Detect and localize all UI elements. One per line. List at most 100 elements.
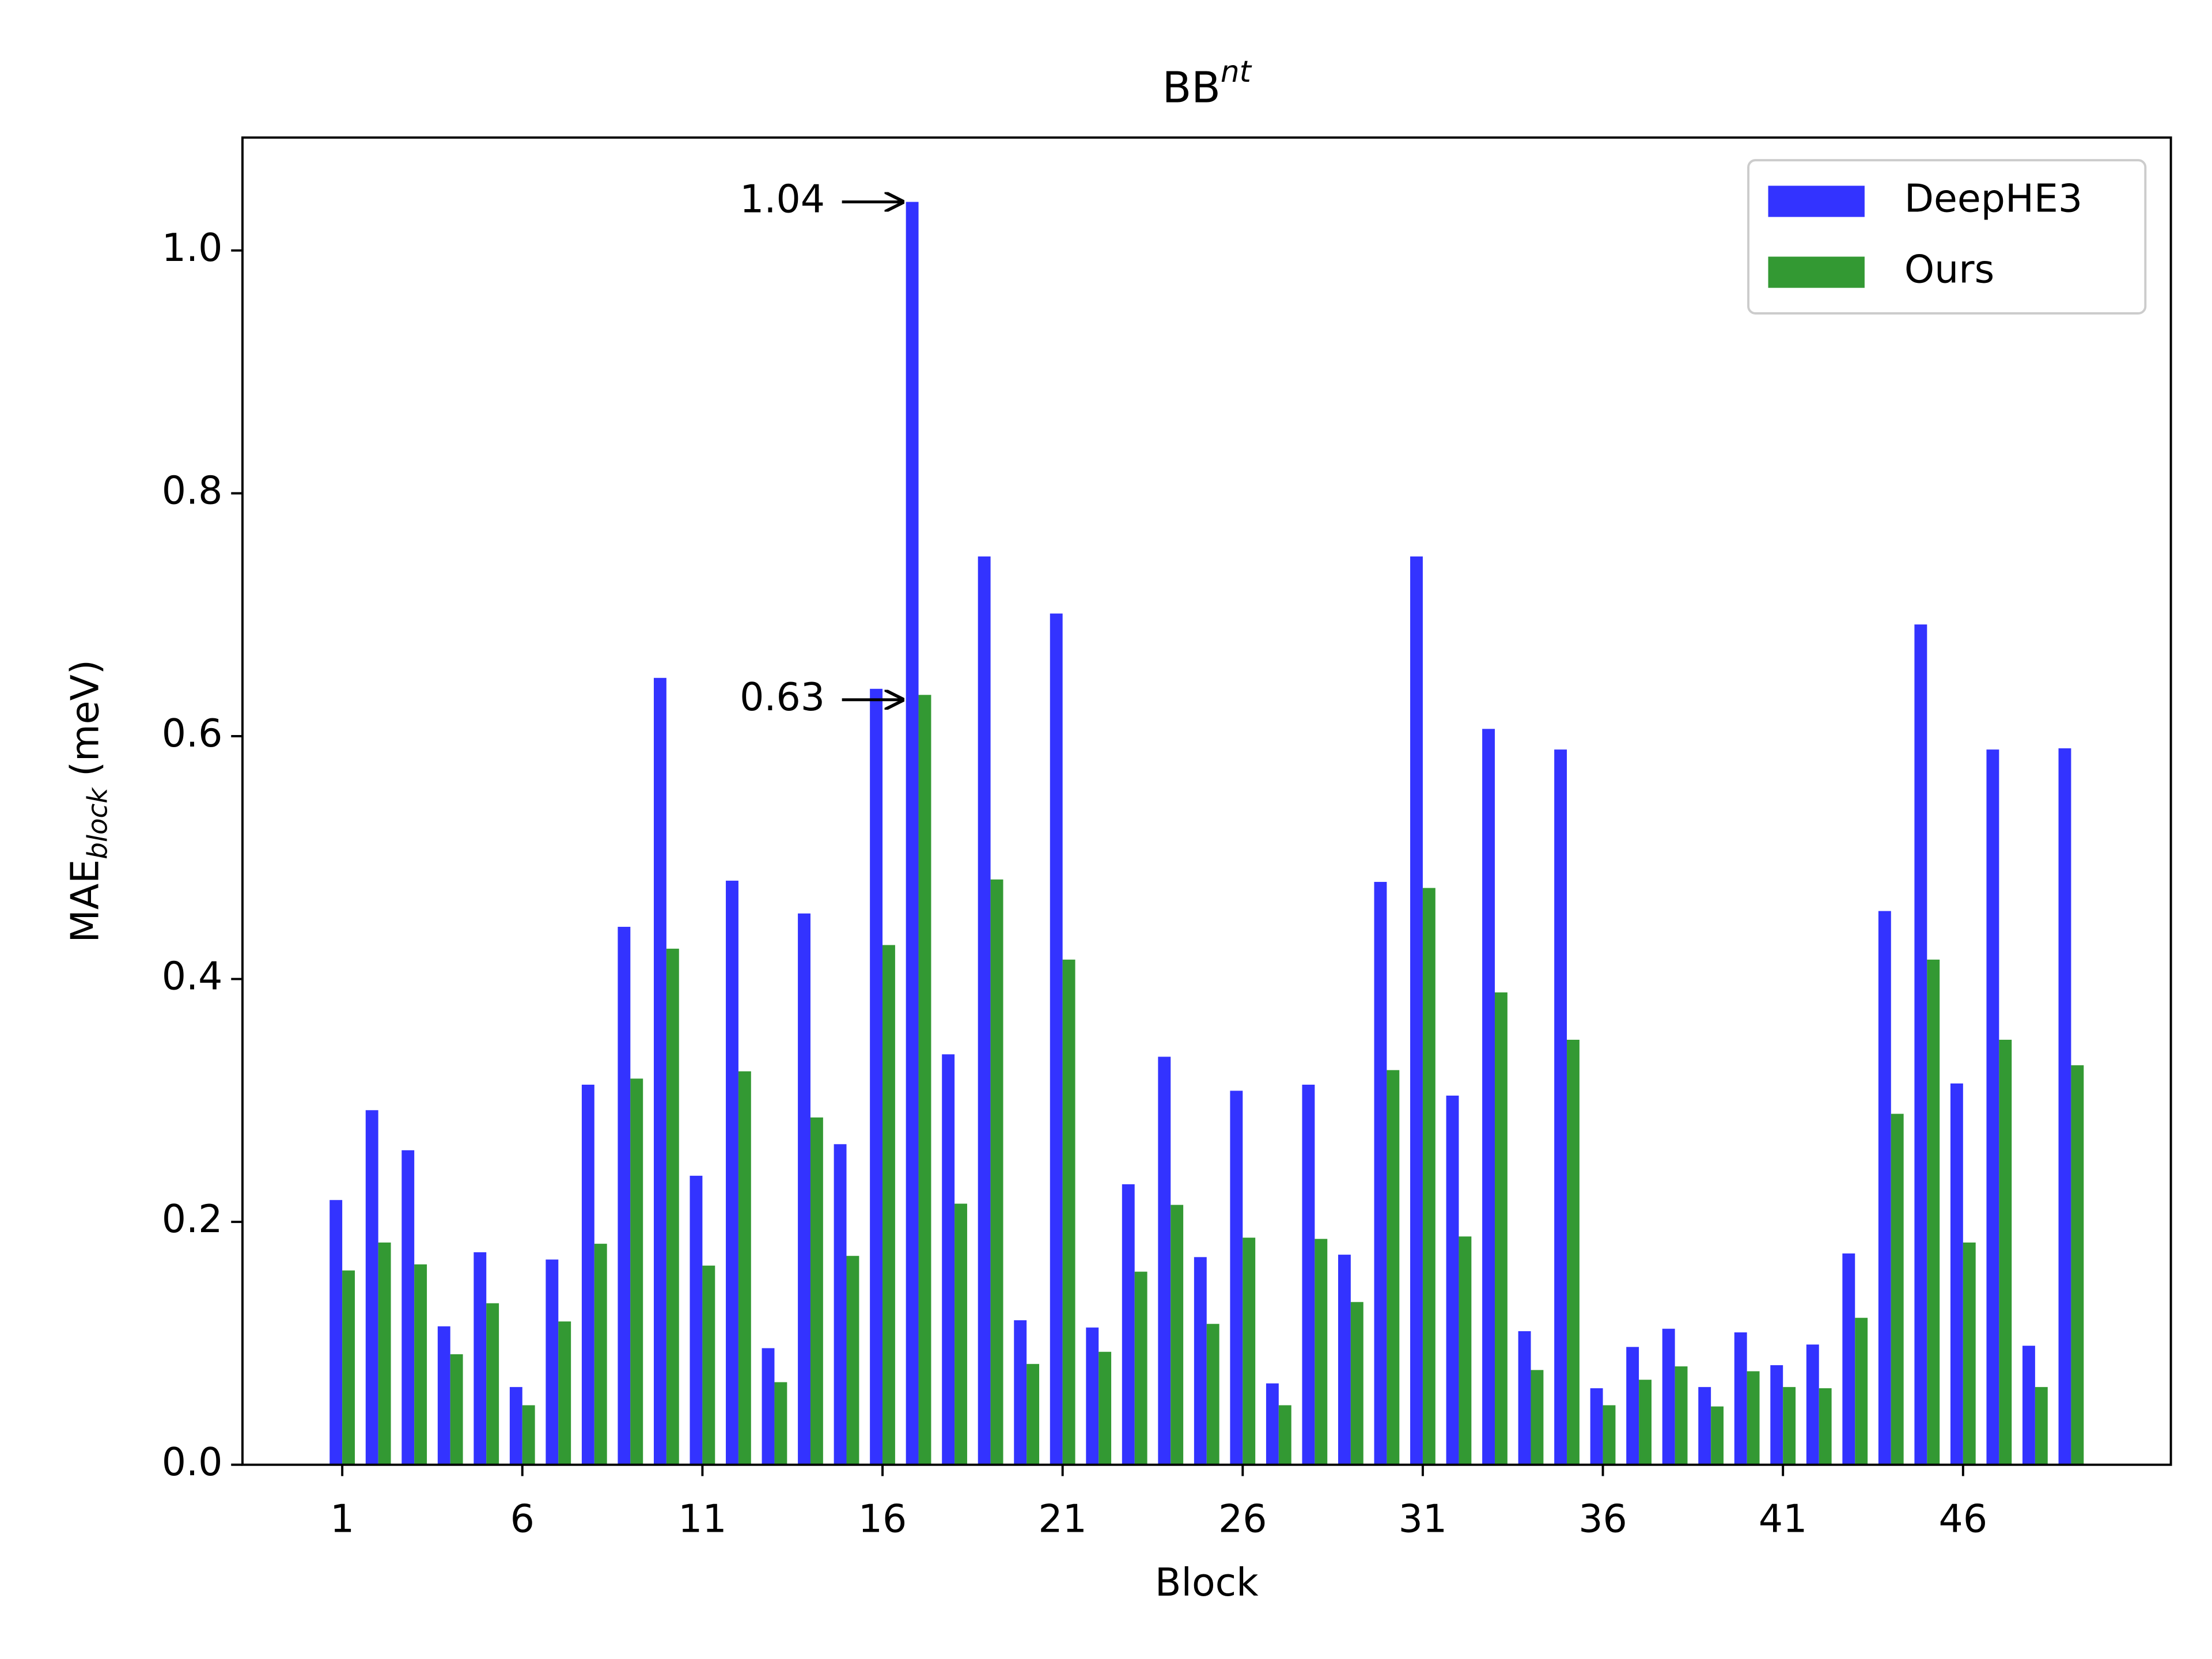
y-label-sub: block [82,787,113,859]
bar [414,1264,427,1465]
bar [666,948,679,1465]
bar [1062,959,1075,1465]
bar [846,1256,859,1465]
bar [509,1387,522,1465]
bar [365,1110,378,1465]
x-tick-label: 41 [1759,1496,1808,1541]
bar [1494,992,1508,1465]
bar [342,1270,355,1465]
bar [1531,1370,1544,1465]
bar [1014,1320,1027,1465]
bar [437,1326,450,1465]
bar [1374,881,1387,1465]
x-tick-label: 11 [678,1496,727,1541]
bar [594,1244,607,1465]
bar [738,1071,751,1465]
bar [1482,729,1495,1465]
bar [1086,1327,1099,1465]
y-tick-label: 0.6 [162,711,223,756]
plot-frame [241,136,2172,1466]
bar [1675,1366,1688,1465]
bar [1302,1084,1315,1465]
x-tick-label: 31 [1399,1496,1448,1541]
bar [1422,888,1435,1465]
bar [870,688,883,1465]
x-tick-label: 36 [1578,1496,1627,1541]
bar [1734,1332,1747,1465]
bar [2058,748,2071,1465]
y-tick-label: 0.0 [162,1440,223,1484]
x-tick-label: 26 [1218,1496,1267,1541]
bar [1698,1387,1711,1465]
x-tick-label: 46 [1939,1496,1988,1541]
x-tick-label: 21 [1038,1496,1087,1541]
bar [1410,556,1423,1465]
bar [474,1252,487,1465]
bar [1134,1271,1147,1465]
bar [1819,1388,1832,1465]
bar [1662,1328,1675,1465]
bar [2035,1387,2048,1465]
bar [486,1303,499,1465]
bar [726,880,738,1465]
annotation-label: 0.63 [740,675,825,719]
bar [906,202,919,1465]
bar [1122,1184,1135,1465]
bar [1158,1056,1171,1465]
bar [2022,1346,2035,1465]
x-axis-label: Block [1155,1560,1259,1605]
bar [618,926,631,1465]
bar [1459,1236,1472,1465]
bar [1266,1383,1279,1465]
bar [1783,1387,1796,1465]
bar [1639,1380,1652,1465]
bar [2071,1065,2084,1465]
bar [1099,1351,1112,1465]
bar [1914,624,1927,1465]
bar [522,1405,535,1465]
y-tick-label: 0.4 [162,954,223,999]
bar [834,1144,847,1465]
bar [630,1078,643,1465]
bar [1315,1238,1328,1465]
bar [653,677,666,1465]
bar [1387,1070,1400,1465]
bar [1350,1302,1363,1465]
bar [762,1348,775,1465]
bar [918,695,931,1465]
y-tick-label: 0.8 [162,468,223,513]
bar [450,1354,463,1465]
bar [546,1259,559,1465]
bar [1194,1257,1207,1465]
bar [1243,1237,1256,1465]
bar [1878,911,1891,1465]
bar [329,1200,343,1465]
x-tick-label: 6 [510,1496,535,1541]
bar [1554,749,1567,1465]
title-sup: nt [1221,55,1252,89]
bar [402,1150,415,1465]
bar [581,1084,594,1465]
bar [798,913,810,1465]
bar [1050,613,1063,1465]
y-axis-label: MAEblock (meV) [63,660,113,942]
legend-swatch [1768,185,1865,217]
legend-label: DeepHE3 [1904,176,2082,221]
bar [1999,1039,2012,1465]
bar [1806,1344,1819,1465]
y-label-unit: (meV) [63,660,108,777]
bar [1171,1205,1184,1465]
bar [1518,1331,1531,1465]
bar [1927,959,1940,1465]
y-tick-label: 0.2 [162,1196,223,1241]
bar [882,945,895,1465]
bar [942,1054,955,1465]
bar [1590,1388,1603,1465]
y-label-main: MAE [63,859,108,943]
bar [1770,1365,1783,1465]
bar [1027,1363,1040,1465]
bar [990,879,1003,1465]
bar [955,1203,967,1465]
bar [1603,1405,1616,1465]
bar [1230,1090,1243,1465]
